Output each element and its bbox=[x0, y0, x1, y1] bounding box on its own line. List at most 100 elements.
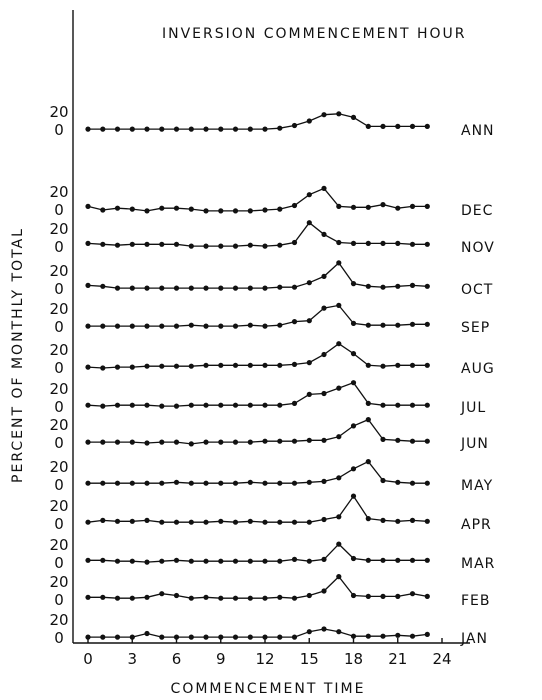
point-jul-20 bbox=[380, 402, 386, 408]
point-sep-23 bbox=[424, 321, 430, 327]
point-dec-2 bbox=[114, 205, 121, 211]
point-feb-5 bbox=[159, 591, 165, 597]
point-feb-11 bbox=[247, 595, 253, 601]
point-sep-5 bbox=[159, 323, 165, 329]
point-may-14 bbox=[291, 480, 298, 486]
point-aug-19 bbox=[365, 362, 371, 368]
point-feb-20 bbox=[380, 593, 386, 600]
series-label-may: MAY bbox=[461, 478, 493, 494]
point-oct-8 bbox=[203, 285, 209, 291]
point-may-5 bbox=[159, 480, 165, 486]
chart-title: INVERSION COMMENCEMENT HOUR bbox=[162, 26, 467, 42]
point-nov-13 bbox=[277, 242, 283, 248]
series-aug: 020 AUG bbox=[49, 341, 495, 377]
point-nov-16 bbox=[321, 231, 327, 237]
point-aug-16 bbox=[321, 351, 327, 358]
point-mar-12 bbox=[262, 558, 268, 564]
point-jun-11 bbox=[247, 439, 253, 445]
point-oct-0 bbox=[85, 282, 91, 288]
ytick-0-dec: 0 bbox=[54, 201, 64, 219]
point-aug-10 bbox=[232, 362, 239, 368]
point-oct-1 bbox=[100, 283, 106, 289]
series-jun: 020 JUN bbox=[49, 416, 487, 452]
point-apr-23 bbox=[424, 518, 430, 524]
point-sep-20 bbox=[380, 322, 386, 328]
point-mar-18 bbox=[350, 555, 357, 562]
point-dec-11 bbox=[247, 208, 253, 214]
point-nov-10 bbox=[232, 243, 239, 249]
point-sep-3 bbox=[129, 323, 135, 329]
point-nov-0 bbox=[85, 240, 91, 246]
point-jun-21 bbox=[395, 437, 401, 443]
point-ann-10 bbox=[232, 126, 239, 132]
ytick-0-feb: 0 bbox=[54, 591, 64, 609]
point-jul-9 bbox=[218, 402, 224, 408]
point-dec-1 bbox=[100, 207, 106, 213]
point-jan-11 bbox=[247, 634, 253, 640]
point-aug-3 bbox=[129, 364, 135, 370]
point-aug-7 bbox=[188, 363, 194, 369]
point-may-6 bbox=[173, 479, 180, 485]
point-jul-21 bbox=[395, 402, 401, 408]
point-nov-22 bbox=[409, 241, 416, 247]
point-aug-12 bbox=[262, 362, 268, 368]
point-aug-0 bbox=[85, 364, 91, 370]
point-jul-11 bbox=[247, 402, 253, 408]
point-may-7 bbox=[188, 480, 194, 486]
series-jul: 020 JUL bbox=[49, 380, 485, 416]
point-aug-2 bbox=[114, 364, 121, 370]
point-aug-5 bbox=[159, 363, 165, 369]
ytick-20-jul: 20 bbox=[49, 380, 68, 398]
y-axis-label: PERCENT OF MONTHLY TOTAL bbox=[10, 227, 26, 483]
ytick-0-nov: 0 bbox=[54, 238, 64, 256]
point-sep-7 bbox=[188, 322, 194, 328]
series-label-ann: ANN bbox=[461, 123, 495, 139]
point-oct-2 bbox=[114, 285, 121, 291]
point-mar-4 bbox=[144, 559, 150, 565]
line-oct bbox=[87, 261, 428, 289]
point-feb-23 bbox=[424, 593, 430, 600]
point-ann-17 bbox=[336, 111, 342, 117]
point-oct-22 bbox=[409, 282, 416, 288]
point-oct-13 bbox=[277, 284, 283, 290]
point-may-22 bbox=[409, 480, 416, 486]
point-feb-3 bbox=[129, 595, 135, 601]
point-dec-16 bbox=[321, 185, 327, 191]
ytick-20-jun: 20 bbox=[49, 416, 68, 434]
point-nov-21 bbox=[395, 240, 401, 246]
point-may-3 bbox=[129, 480, 135, 486]
ytick-20-jan: 20 bbox=[49, 611, 68, 629]
point-mar-16 bbox=[321, 556, 327, 563]
point-aug-11 bbox=[247, 362, 253, 368]
point-dec-17 bbox=[336, 203, 342, 209]
point-jan-16 bbox=[321, 626, 327, 632]
line-dec bbox=[87, 187, 428, 212]
point-jan-17 bbox=[336, 629, 342, 635]
line-jan bbox=[88, 628, 428, 638]
ytick-0-jul: 0 bbox=[54, 398, 64, 416]
point-feb-4 bbox=[144, 594, 150, 600]
point-ann-2 bbox=[114, 126, 121, 132]
point-apr-12 bbox=[262, 519, 268, 525]
point-ann-14 bbox=[291, 122, 298, 129]
point-aug-4 bbox=[144, 363, 150, 369]
point-sep-2 bbox=[114, 323, 121, 329]
point-dec-21 bbox=[395, 205, 401, 211]
point-jan-8 bbox=[203, 634, 209, 640]
point-nov-2 bbox=[114, 242, 121, 248]
point-may-17 bbox=[336, 475, 342, 481]
series-label-sep: SEP bbox=[461, 320, 490, 336]
xtick-label-6: 6 bbox=[172, 650, 182, 668]
point-oct-12 bbox=[262, 285, 268, 291]
x-axis-label: COMMENCEMENT TIME bbox=[171, 681, 366, 697]
point-ann-8 bbox=[203, 126, 209, 132]
point-ann-9 bbox=[218, 126, 224, 132]
series-apr: 020 APR bbox=[49, 493, 491, 533]
series-label-nov: NOV bbox=[461, 240, 495, 256]
point-feb-12 bbox=[262, 595, 268, 601]
point-aug-23 bbox=[424, 362, 430, 368]
series-label-aug: AUG bbox=[461, 361, 495, 377]
point-sep-8 bbox=[203, 323, 209, 329]
point-oct-3 bbox=[129, 285, 135, 291]
point-apr-13 bbox=[277, 519, 283, 525]
